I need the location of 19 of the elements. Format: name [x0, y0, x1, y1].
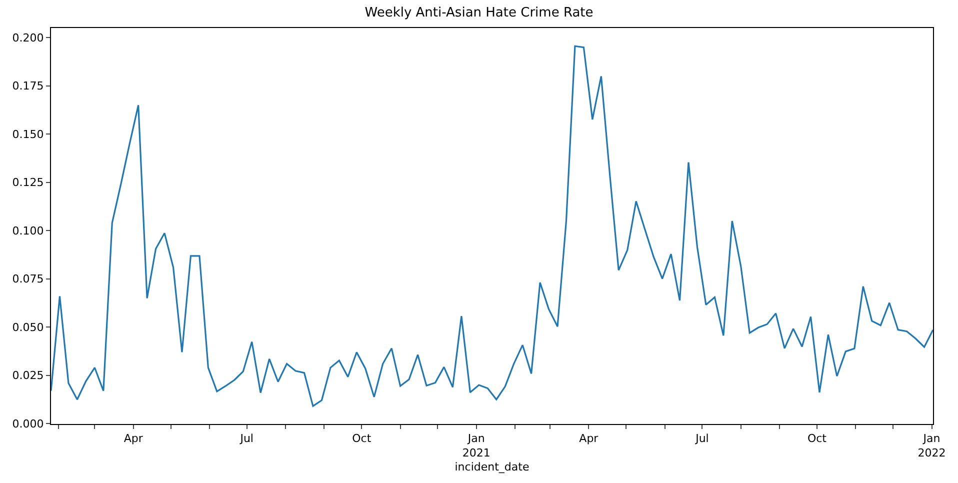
x-tick-label: Jul — [694, 432, 709, 446]
x-tick-label: Jul — [239, 432, 254, 446]
x-tick-label: Apr — [579, 432, 599, 446]
y-tick-label: 0.100 — [12, 224, 44, 238]
y-tick-label: 0.125 — [12, 176, 44, 190]
chart-title: Weekly Anti-Asian Hate Crime Rate — [364, 5, 594, 20]
x-tick-label: Oct — [807, 432, 828, 446]
y-tick-label: 0.000 — [12, 417, 44, 430]
x-axis-title: incident_date — [454, 460, 530, 474]
y-tick-label: 0.150 — [12, 128, 44, 141]
x-tick-label: Oct — [352, 432, 372, 446]
line-series — [51, 45, 933, 407]
y-tick-label: 0.050 — [12, 320, 44, 334]
y-tick-label: 0.175 — [12, 80, 44, 93]
x-tick-label: Jan 2022 — [918, 432, 946, 460]
y-tick-label: 0.075 — [12, 272, 44, 286]
y-tick-label: 0.025 — [12, 369, 44, 382]
y-tick-label: 0.200 — [12, 32, 44, 44]
x-tick-label: Apr — [124, 432, 144, 446]
